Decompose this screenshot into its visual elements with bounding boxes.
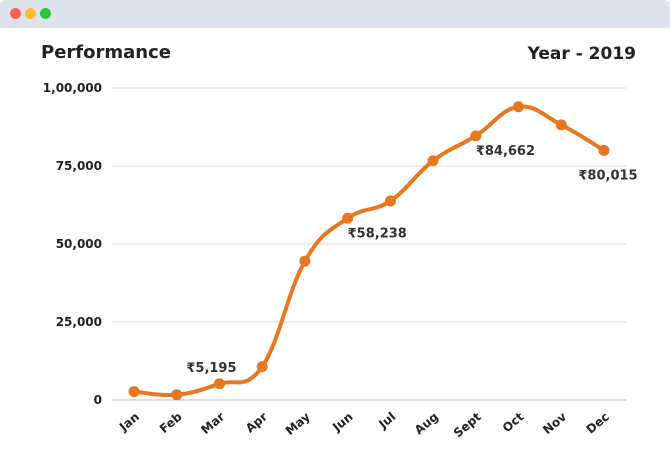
x-tick-label: Jun	[329, 410, 355, 435]
close-dot[interactable]	[10, 8, 21, 19]
chart-title: Performance	[41, 42, 171, 63]
data-point	[598, 144, 610, 156]
y-tick-label: 25,000	[56, 315, 102, 329]
data-label: ₹80,015	[578, 168, 637, 183]
data-point	[171, 389, 183, 401]
chart-subtitle: Year - 2019	[527, 44, 636, 64]
x-tick-label: Sept	[451, 409, 484, 440]
x-tick-label: Nov	[540, 409, 569, 437]
y-tick-label: 1,00,000	[43, 81, 102, 95]
data-label: ₹84,662	[476, 144, 535, 159]
data-point	[513, 101, 525, 113]
y-tick-label: 75,000	[56, 159, 102, 173]
y-tick-label: 0	[94, 393, 102, 407]
x-tick-label: Jul	[375, 410, 398, 432]
data-point	[384, 195, 396, 207]
x-tick-label: Dec	[584, 410, 612, 437]
data-label: ₹5,195	[186, 361, 236, 376]
x-tick-label: Jan	[116, 410, 142, 435]
data-point	[213, 378, 225, 390]
data-point	[299, 255, 311, 267]
x-tick-label: Apr	[243, 410, 270, 436]
data-label: ₹58,238	[348, 226, 407, 241]
x-tick-label: Aug	[412, 410, 441, 438]
x-tick-label: Oct	[500, 409, 527, 435]
data-point	[128, 386, 140, 398]
window-titlebar	[0, 0, 670, 28]
data-point	[342, 212, 354, 224]
x-tick-label: Feb	[157, 409, 185, 436]
data-point	[555, 119, 567, 131]
data-point	[427, 155, 439, 167]
minimize-dot[interactable]	[25, 8, 36, 19]
x-tick-label: May	[283, 409, 313, 438]
data-point	[256, 361, 268, 373]
x-tick-label: Mar	[198, 410, 227, 437]
maximize-dot[interactable]	[40, 8, 51, 19]
y-tick-label: 50,000	[56, 237, 102, 251]
data-point	[470, 130, 482, 142]
